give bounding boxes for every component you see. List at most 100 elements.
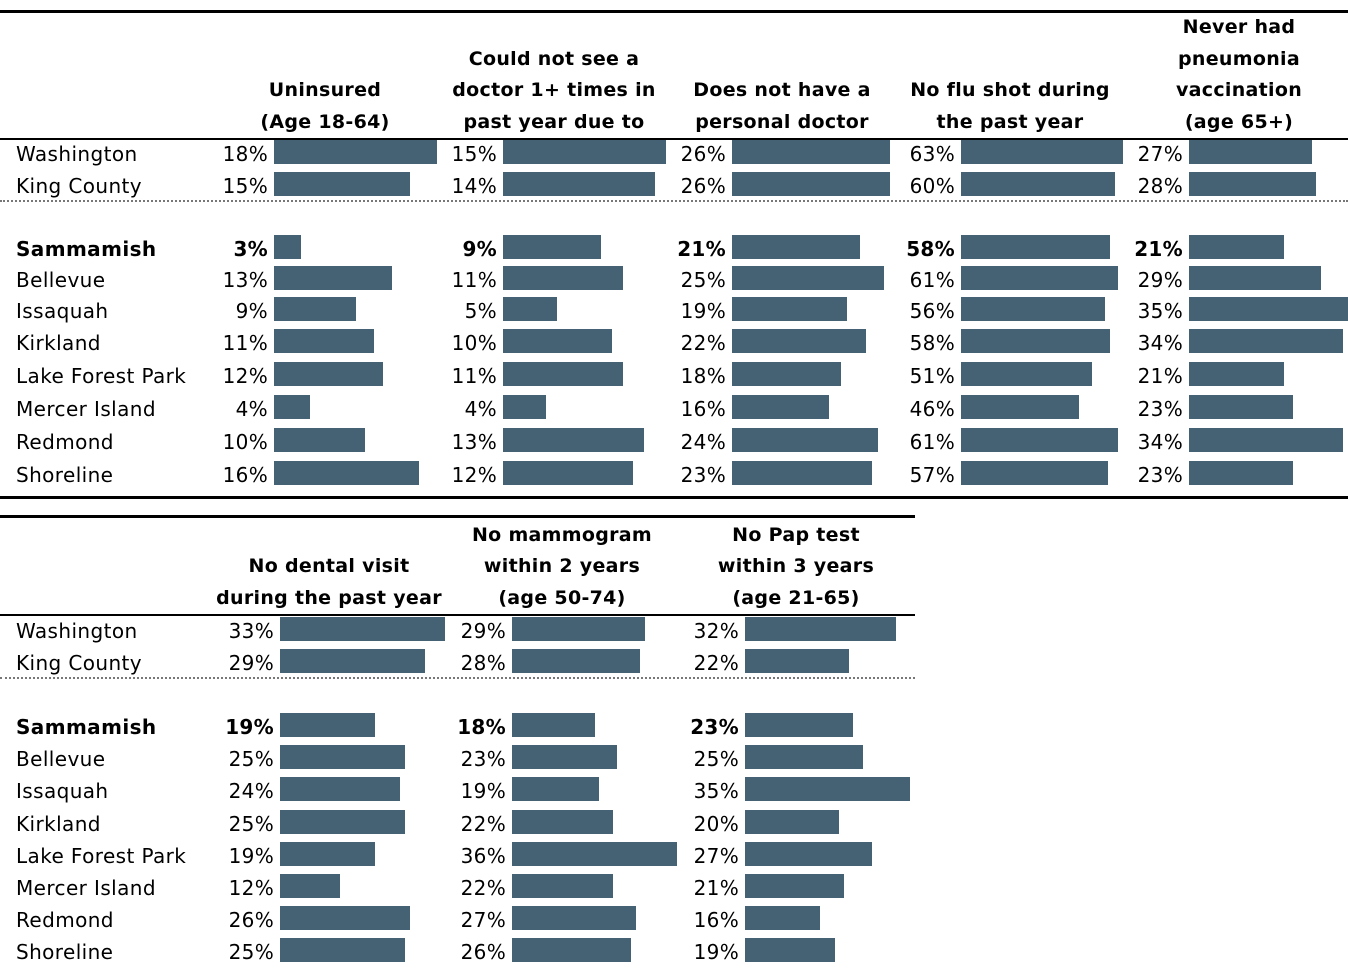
panel-1-bar-2-9	[745, 938, 835, 962]
panel-1-value-label-1-2: 18%	[457, 715, 506, 739]
panel-0-value-label-4-3: 29%	[1137, 268, 1183, 292]
panel-1-row-label-1: King County	[16, 651, 143, 675]
panel-0-bar-3-2	[961, 235, 1110, 259]
panel-1-value-label-2-1: 22%	[693, 651, 739, 675]
panel-0-value-label-2-9: 23%	[680, 463, 726, 487]
panel-0-bar-2-6	[732, 362, 841, 386]
panel-0-bar-4-8	[1189, 428, 1343, 452]
panel-0-value-label-2-0: 26%	[680, 142, 726, 166]
panel-1-bar-1-1	[512, 649, 640, 673]
panel-0-value-label-0-2: 3%	[233, 237, 268, 261]
panel-0-bar-3-3	[961, 266, 1118, 290]
panel-0-bar-3-1	[961, 172, 1115, 196]
panel-0-value-label-2-6: 18%	[680, 364, 726, 388]
panel-0-value-label-3-5: 58%	[909, 331, 955, 355]
panel-0-header-rule	[0, 138, 1348, 140]
panel-1-value-label-1-4: 19%	[460, 779, 506, 803]
panel-1-row-label-5: Kirkland	[16, 812, 101, 836]
panel-0-row-label-9: Shoreline	[16, 463, 114, 487]
panel-0-bar-4-6	[1189, 362, 1284, 386]
panel-0-value-label-2-8: 24%	[680, 430, 726, 454]
panel-0-top-rule	[0, 10, 1348, 13]
panel-0-value-label-3-9: 57%	[909, 463, 955, 487]
panel-1-row-label-8: Redmond	[16, 908, 114, 932]
panel-0-value-label-3-6: 51%	[909, 364, 955, 388]
panel-1-row-label-7: Mercer Island	[16, 876, 156, 900]
panel-1-bar-0-0	[280, 617, 445, 641]
panel-1-row-label-3: Bellevue	[16, 747, 106, 771]
panel-0-value-label-1-4: 5%	[464, 299, 497, 323]
panel-0-row-label-4: Issaquah	[16, 299, 109, 323]
panel-0-bar-3-5	[961, 329, 1110, 353]
panel-0-value-label-3-0: 63%	[909, 142, 955, 166]
panel-1-bar-2-5	[745, 810, 839, 834]
panel-0-value-label-4-6: 21%	[1137, 364, 1183, 388]
panel-1-value-label-2-2: 23%	[690, 715, 739, 739]
panel-1-value-label-2-5: 20%	[693, 812, 739, 836]
panel-1-value-label-2-7: 21%	[693, 876, 739, 900]
panel-0-value-label-0-5: 11%	[222, 331, 268, 355]
panel-0-value-label-0-1: 15%	[222, 174, 268, 198]
panel-1-value-label-1-8: 27%	[460, 908, 506, 932]
panel-0-value-label-1-0: 15%	[451, 142, 497, 166]
panel-1-value-label-2-9: 19%	[693, 940, 739, 964]
panel-0-row-label-3: Bellevue	[16, 268, 106, 292]
panel-0-value-label-2-4: 19%	[680, 299, 726, 323]
panel-0-value-label-4-9: 23%	[1137, 463, 1183, 487]
panel-0-bar-3-7	[961, 395, 1079, 419]
panel-1-value-label-1-1: 28%	[460, 651, 506, 675]
panel-0-bar-2-7	[732, 395, 829, 419]
panel-0-bar-3-4	[961, 297, 1105, 321]
panel-1-value-label-0-7: 12%	[228, 876, 274, 900]
panel-1-value-label-2-0: 32%	[693, 619, 739, 643]
panel-0-row-label-1: King County	[16, 174, 143, 198]
panel-1-header-rule	[0, 614, 915, 616]
panel-0-bar-1-2	[503, 235, 601, 259]
panel-0-value-label-3-2: 58%	[906, 237, 955, 261]
panel-0-bar-0-5	[274, 329, 374, 353]
panel-0-value-label-4-0: 27%	[1137, 142, 1183, 166]
panel-1-bar-1-4	[512, 777, 599, 801]
panel-0-column-header-3: No flu shot during the past year	[910, 79, 1110, 133]
panel-0-value-label-1-6: 11%	[451, 364, 497, 388]
panel-0-bar-2-0	[732, 140, 890, 164]
panel-1-bar-0-3	[280, 745, 405, 769]
panel-1-value-label-2-6: 27%	[693, 844, 739, 868]
panel-0-value-label-1-9: 12%	[451, 463, 497, 487]
panel-0-value-label-0-6: 12%	[222, 364, 268, 388]
panel-0-value-label-2-3: 25%	[680, 268, 726, 292]
panel-0-bar-0-1	[274, 172, 410, 196]
panel-1-bar-2-6	[745, 842, 872, 866]
panel-0-value-label-2-1: 26%	[680, 174, 726, 198]
panel-0-value-label-4-7: 23%	[1137, 397, 1183, 421]
panel-1-value-label-0-0: 33%	[228, 619, 274, 643]
panel-1-value-label-0-4: 24%	[228, 779, 274, 803]
panel-1-row-label-2: Sammamish	[16, 715, 157, 739]
panel-0-bar-1-3	[503, 266, 623, 290]
panel-0-bar-2-1	[732, 172, 890, 196]
panel-1-bar-0-9	[280, 938, 405, 962]
panel-1-row-label-4: Issaquah	[16, 779, 109, 803]
panel-0-bar-4-1	[1189, 172, 1316, 196]
panel-1-bar-1-6	[512, 842, 677, 866]
panel-1-value-label-1-3: 23%	[460, 747, 506, 771]
panel-0-value-label-0-8: 10%	[222, 430, 268, 454]
panel-0-value-label-0-3: 13%	[222, 268, 268, 292]
panel-1-column-header-2: No Pap test within 3 years (age 21-65)	[717, 523, 875, 609]
panel-0-bar-2-3	[732, 266, 884, 290]
panel-1-bar-0-6	[280, 842, 375, 866]
panel-1-value-label-1-9: 26%	[460, 940, 506, 964]
panel-1-value-label-0-6: 19%	[228, 844, 274, 868]
panel-0-bar-2-4	[732, 297, 847, 321]
panel-1-column-header-0: No dental visit during the past year	[216, 555, 442, 609]
panel-0-bar-1-4	[503, 297, 557, 321]
panel-0-bar-3-8	[961, 428, 1118, 452]
panel-0-value-label-2-7: 16%	[680, 397, 726, 421]
panel-1-bar-1-0	[512, 617, 645, 641]
panel-0-bar-0-6	[274, 362, 383, 386]
panel-0-value-label-4-4: 35%	[1137, 299, 1183, 323]
panel-0-value-label-2-2: 21%	[677, 237, 726, 261]
panel-1-bar-0-2	[280, 713, 375, 737]
panel-0-value-label-4-5: 34%	[1137, 331, 1183, 355]
panel-0-bar-1-1	[503, 172, 655, 196]
